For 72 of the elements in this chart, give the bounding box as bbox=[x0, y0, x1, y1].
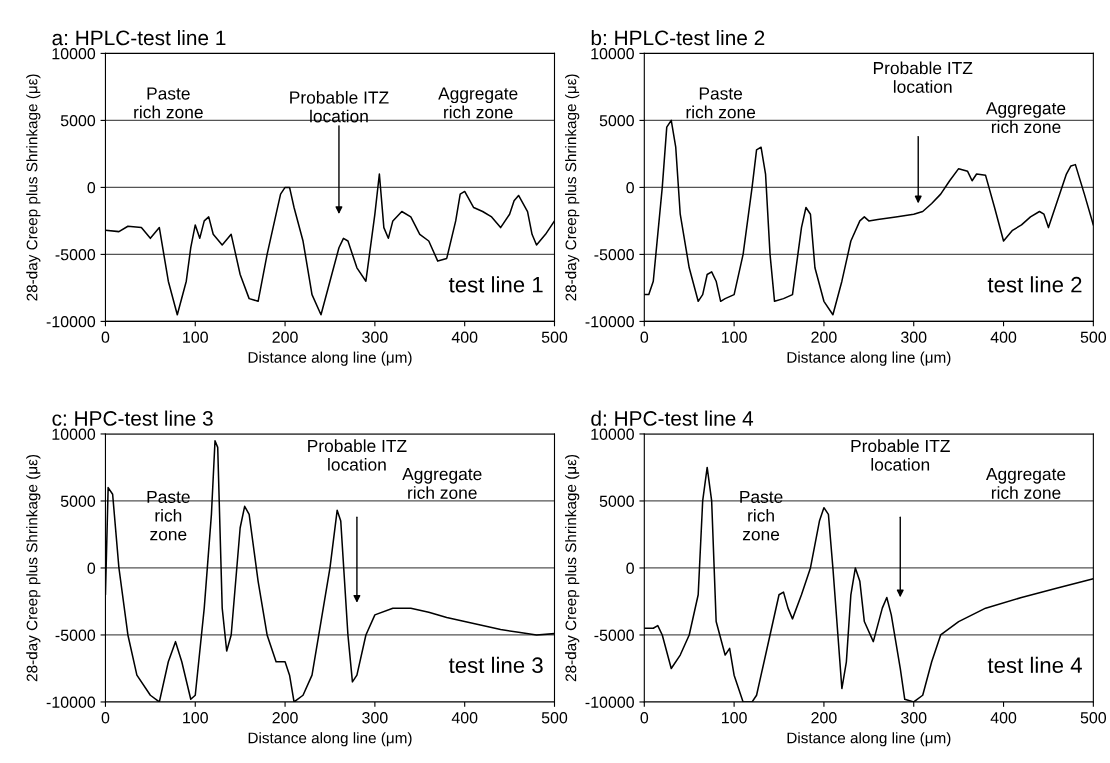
y-axis-title: 28-day Creep plus Shrinkage (με) bbox=[565, 454, 580, 682]
x-tick-label: 400 bbox=[451, 331, 478, 343]
annotation: Aggregate rich zone bbox=[438, 87, 518, 119]
annotation: Paste rich zone bbox=[686, 87, 756, 119]
y-tick-label: -5000 bbox=[55, 629, 96, 641]
y-tick-label: 0 bbox=[87, 182, 96, 194]
x-tick-label: 200 bbox=[272, 712, 298, 724]
y-tick-label: -10000 bbox=[585, 316, 634, 328]
annotation: Paste rich zone bbox=[134, 87, 203, 119]
x-tick-label: 400 bbox=[990, 331, 1017, 343]
x-tick-label: 100 bbox=[722, 331, 747, 343]
annotation: Probable ITZ location bbox=[873, 61, 973, 93]
x-tick-label: 0 bbox=[101, 331, 110, 343]
y-tick-label: 0 bbox=[626, 562, 634, 574]
y-axis-title: 28-day Creep plus Shrinkage (με) bbox=[26, 454, 41, 682]
x-axis-title: Distance along line (μm) bbox=[248, 351, 412, 366]
y-tick-label: -10000 bbox=[46, 316, 96, 328]
x-tick-label: 300 bbox=[901, 712, 927, 724]
x-tick-label: 300 bbox=[362, 712, 388, 724]
annotation: Aggregate rich zone bbox=[985, 102, 1066, 134]
y-tick-label: 10000 bbox=[591, 48, 634, 60]
x-tick-label: 0 bbox=[640, 712, 649, 724]
x-tick-label: 100 bbox=[722, 712, 747, 724]
y-tick-label: -10000 bbox=[46, 696, 96, 708]
x-tick-label: 500 bbox=[1080, 331, 1107, 343]
annotation: test line 3 bbox=[448, 656, 543, 674]
chart-title: d: HPC-test line 4 bbox=[591, 410, 754, 426]
y-tick-label: 10000 bbox=[52, 48, 96, 60]
x-tick-label: 0 bbox=[101, 712, 110, 724]
y-tick-label: 5000 bbox=[60, 495, 96, 507]
y-tick-label: 10000 bbox=[52, 428, 96, 440]
annotation: Paste rich zone bbox=[147, 490, 190, 541]
y-tick-label: -5000 bbox=[594, 629, 634, 641]
chart-title: b: HPLC-test line 2 bbox=[591, 29, 765, 46]
y-tick-label: -5000 bbox=[55, 249, 96, 261]
annotation: Probable ITZ location bbox=[308, 439, 407, 471]
x-axis-title: Distance along line (μm) bbox=[787, 351, 951, 366]
x-tick-label: 500 bbox=[1080, 712, 1107, 724]
x-tick-label: 400 bbox=[451, 712, 478, 724]
annotation: Probable ITZ location bbox=[851, 439, 950, 471]
x-tick-label: 500 bbox=[541, 331, 568, 343]
annotation: test line 1 bbox=[448, 276, 543, 293]
x-tick-label: 0 bbox=[640, 331, 649, 343]
annotation: test line 2 bbox=[987, 276, 1082, 293]
x-tick-label: 200 bbox=[811, 331, 837, 343]
x-tick-label: 300 bbox=[362, 331, 388, 343]
x-tick-label: 200 bbox=[272, 331, 298, 343]
y-tick-label: -10000 bbox=[585, 696, 634, 708]
x-tick-label: 200 bbox=[811, 712, 837, 724]
y-axis-title: 28-day Creep plus Shrinkage (με) bbox=[565, 74, 580, 301]
y-tick-label: 0 bbox=[87, 562, 96, 574]
x-tick-label: 400 bbox=[990, 712, 1017, 724]
x-axis-title: Distance along line (μm) bbox=[248, 732, 412, 747]
y-tick-label: 5000 bbox=[599, 495, 634, 507]
x-tick-label: 300 bbox=[901, 331, 927, 343]
x-tick-label: 100 bbox=[183, 331, 208, 343]
annotation: Aggregate rich zone bbox=[402, 468, 482, 499]
y-tick-label: 10000 bbox=[591, 428, 634, 440]
chart-title: c: HPC-test line 3 bbox=[52, 410, 213, 426]
x-tick-label: 100 bbox=[183, 712, 208, 724]
y-axis-title: 28-day Creep plus Shrinkage (με) bbox=[26, 74, 41, 301]
annotation: Paste rich zone bbox=[740, 490, 783, 541]
x-tick-label: 500 bbox=[541, 712, 568, 724]
y-tick-label: 5000 bbox=[60, 115, 96, 127]
y-tick-label: 0 bbox=[626, 182, 634, 194]
annotation: Aggregate rich zone bbox=[985, 468, 1066, 499]
annotation: test line 4 bbox=[987, 656, 1082, 674]
annotation: Probable ITZ location bbox=[290, 90, 389, 123]
chart-title: a: HPLC-test line 1 bbox=[52, 29, 226, 46]
y-tick-label: -5000 bbox=[594, 249, 634, 261]
x-axis-title: Distance along line (μm) bbox=[787, 732, 951, 747]
y-tick-label: 5000 bbox=[599, 115, 634, 127]
